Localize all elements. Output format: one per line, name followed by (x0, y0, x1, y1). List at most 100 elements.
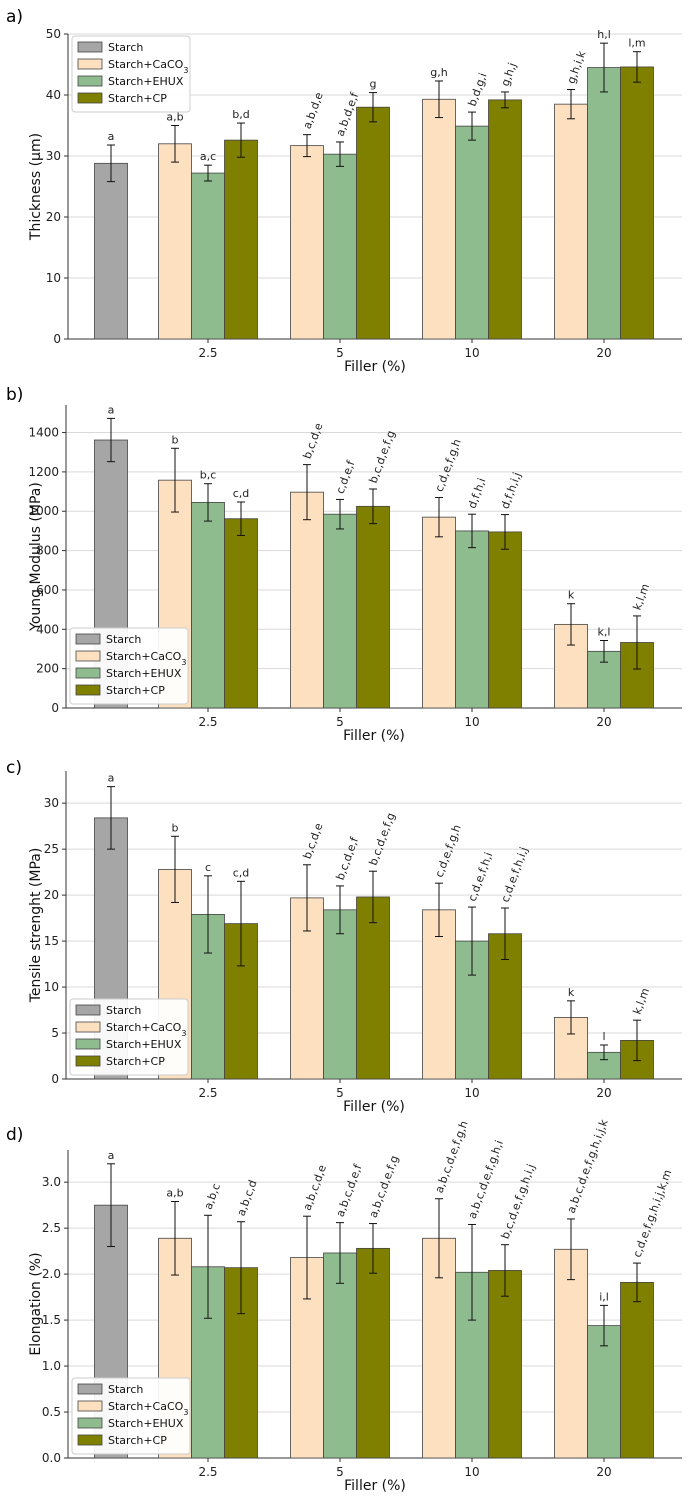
significance-label: k,l (598, 626, 611, 639)
y-tick-label: 2.0 (42, 1267, 61, 1281)
significance-label: k (568, 986, 575, 999)
legend-label: Starch+CP (108, 1434, 167, 1447)
legend-swatch (75, 650, 101, 662)
bar-ehux (323, 909, 357, 1080)
x-axis-title: Filler (%) (344, 1478, 406, 1494)
panel-label: b) (6, 385, 23, 405)
significance-label: a,b,c,d,e,f,g,h (433, 1119, 471, 1195)
significance-label: g,h,i,k (565, 49, 589, 86)
bar-caco3 (290, 145, 324, 340)
y-tick-label: 800 (36, 544, 59, 558)
y-tick-label: 50 (46, 27, 61, 41)
significance-label: a (108, 1149, 115, 1162)
legend-swatch (77, 1383, 103, 1395)
bar-caco3 (422, 516, 456, 709)
x-tick-label: 5 (336, 715, 344, 729)
y-tick-label: 0 (51, 1072, 59, 1086)
bar-caco3 (554, 1248, 588, 1459)
legend-swatch (75, 667, 101, 679)
y-tick-label: 1200 (28, 465, 59, 479)
x-tick-label: 5 (336, 346, 344, 360)
significance-label: c,d,e,f,g,h (433, 437, 464, 493)
x-tick-label: 2.5 (198, 346, 217, 360)
chart-panel-b: b) 0 200 400 600 800 1000 1200 1400 a b b,c c,d 2.5 b,… (6, 385, 682, 744)
significance-label: a,b,c,d,e,f,g (367, 1154, 402, 1220)
x-tick-label: 20 (596, 1465, 611, 1479)
significance-label: b,d,g,i (466, 71, 490, 108)
bar-cp (224, 518, 258, 709)
x-tick-label: 5 (336, 1465, 344, 1479)
x-tick-label: 2.5 (198, 715, 217, 729)
y-tick-label: 15 (44, 934, 59, 948)
bar-cp (488, 531, 522, 709)
y-tick-label: 20 (44, 888, 59, 902)
legend-label: Starch (108, 1383, 143, 1396)
legend-label: Starch+CaCO3 (106, 1021, 186, 1038)
significance-label: a,c (200, 150, 216, 163)
significance-label: a,b,c,d,e,f,g,h,i (466, 1139, 506, 1221)
legend-swatch (77, 1434, 103, 1446)
bar-cp (356, 896, 390, 1080)
legend-swatch (75, 1038, 101, 1050)
chart-panel-d: d) 0.0 0.5 1.0 1.5 2.0 2.5 3.0 a a,b a,b,c a,b,c,d 2… (6, 1117, 682, 1494)
significance-label: b (172, 433, 179, 446)
legend-swatch (77, 41, 103, 53)
significance-label: b,c,d,e,f,g (367, 811, 398, 867)
legend-label: Starch+CaCO3 (108, 58, 188, 75)
y-axis-title: Thickness (μm) (28, 133, 44, 241)
significance-label: b,c,d,e,f (334, 834, 362, 881)
bar-cp (488, 1270, 522, 1459)
x-tick-label: 20 (596, 715, 611, 729)
x-tick-label: 10 (464, 346, 479, 360)
significance-label: c,d (233, 866, 250, 879)
y-tick-label: 30 (46, 149, 61, 163)
legend-label: Starch+EHUX (106, 1038, 182, 1051)
y-axis-title: Young Modulus (MPa) (28, 482, 44, 632)
significance-label: g,h (430, 66, 447, 79)
significance-label: k,l,m (631, 582, 652, 612)
y-tick-label: 0 (53, 332, 61, 346)
y-tick-label: 25 (44, 842, 59, 856)
significance-label: g,h,j (499, 61, 519, 88)
x-axis-title: Filler (%) (343, 728, 405, 744)
significance-label: a,b,c,d,e,f,g,h,i,j,k (565, 1117, 611, 1215)
y-tick-label: 40 (46, 88, 61, 102)
bar-cp (224, 923, 258, 1080)
x-tick-label: 10 (464, 715, 479, 729)
significance-label: g (370, 78, 377, 91)
y-tick-label: 1.5 (42, 1313, 61, 1327)
x-tick-label: 10 (464, 1086, 479, 1100)
x-tick-label: 20 (596, 1086, 611, 1100)
y-tick-label: 1000 (28, 504, 59, 518)
legend-label: Starch+CP (108, 92, 167, 105)
significance-label: c,d,e,f,g,h,i,j,k,m (631, 1168, 675, 1259)
bar-caco3 (422, 909, 456, 1080)
legend-label: Starch+EHUX (108, 1417, 184, 1430)
significance-label: i,l (599, 1290, 609, 1303)
y-axis-title: Elongation (%) (28, 1252, 44, 1355)
x-tick-label: 5 (336, 1086, 344, 1100)
y-tick-label: 0.0 (42, 1451, 61, 1465)
chart-panel-c: c) 0 5 10 15 20 25 30 a b c c,d 2.5 b,c,d,e b,c,d,e,f b… (6, 758, 682, 1115)
significance-label: c (205, 861, 211, 874)
bar-caco3 (422, 98, 456, 340)
legend-swatch (77, 1417, 103, 1429)
significance-label: c,d (233, 487, 250, 500)
significance-label: a,b,c (202, 1182, 223, 1212)
legend-label: Starch (106, 633, 141, 646)
significance-label: c,d,e,f (334, 458, 358, 496)
y-tick-label: 10 (46, 271, 61, 285)
significance-label: a (108, 772, 115, 785)
bar-ehux (323, 153, 357, 340)
significance-label: b,d (232, 108, 249, 121)
bar-caco3 (158, 143, 192, 340)
significance-label: d,f,h,i,j (499, 471, 524, 511)
bar-ehux (323, 1252, 357, 1459)
bar-ehux (587, 67, 621, 340)
y-tick-label: 600 (36, 583, 59, 597)
significance-label: k (568, 589, 575, 602)
significance-label: a (108, 403, 115, 416)
legend-swatch (75, 1021, 101, 1033)
y-tick-label: 1400 (28, 426, 59, 440)
legend-swatch (75, 684, 101, 696)
